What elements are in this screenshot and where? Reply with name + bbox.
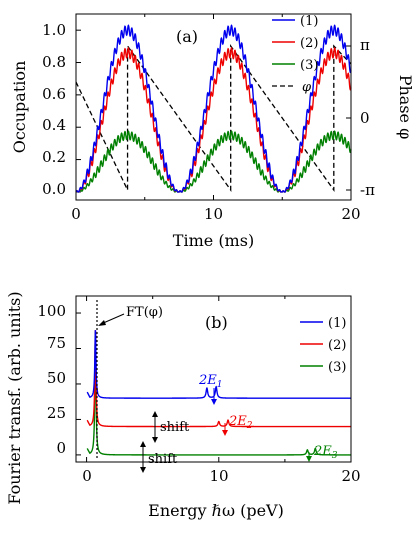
panel-a: 0 10 20 0.0 0.2 0.4 0.6 0.8 1.0 π 0 -π T… [10,13,415,250]
series-1-line [75,24,352,193]
panel-a-ytick-2: 0.4 [42,116,66,134]
panel-a-ytick-0: 0.0 [42,180,66,198]
series-b-3-line [86,333,351,456]
peak-label-2e2: 2E2 [222,414,253,436]
legend-b-label-3: (3) [328,360,346,375]
panel-b-xtick-20: 20 [341,467,360,485]
peak-arrowhead-2e1 [211,399,217,405]
legend-a-label-3: (3) [300,58,318,73]
legend-b-label-2: (2) [328,338,346,353]
shift-arrowhead-1-up [152,411,158,417]
shift-annotation-1: shift [152,411,190,443]
panel-a-frame [75,13,352,201]
panel-a-plot-area [75,24,352,193]
shift-label-1: shift [160,420,190,435]
series-phase-line [75,43,352,193]
panel-a-xtick-0: 0 [71,205,81,223]
legend-a-label-phase: φ [302,80,312,95]
peak-label-sub-2: 2 [246,421,253,431]
series-3-line [75,130,352,193]
panel-b-ytick-25: 25 [47,404,66,422]
peak-label-2e-text: 2E [228,414,247,429]
series-b-2-line [86,330,351,428]
svg-text:2E3: 2E3 [313,444,338,461]
peak-label-sub-3: 3 [332,451,338,461]
peak-label-2e1: 2E1 [198,373,223,405]
svg-text:2E1: 2E1 [198,373,223,390]
shift-arrowhead-1-down [152,437,158,443]
panel-a-y2tick-minus-pi: -π [360,181,375,199]
panel-a-y2tick-pi: π [360,36,370,54]
series-b-1-line [86,330,351,399]
ft-annotation-label: FT(φ) [126,305,163,320]
panel-b-xtick-0: 0 [82,467,92,485]
shift-arrowhead-2-down [140,467,146,473]
peak-label-2e-text: 2E [198,373,217,388]
panel-b-xlabel: Energy ℏω (peV) [148,501,284,520]
panel-b-ytick-50: 50 [47,369,66,387]
panel-a-xtick-20: 20 [341,205,360,223]
panel-b-ytick-100: 100 [37,302,66,320]
shift-label-2: shift [148,452,178,467]
peak-label-sub-1: 1 [217,380,223,390]
peak-label-2e3: 2E3 [306,444,338,462]
shift-annotation-2: shift [140,441,178,473]
panel-a-xlabel: Time (ms) [173,231,254,250]
legend-a-label-2: (2) [300,36,318,51]
svg-text:2E2: 2E2 [228,414,253,431]
shift-arrowhead-2-up [140,441,146,447]
panel-a-xtick-10: 10 [204,205,223,223]
panel-b-legend: (1) (2) (3) [300,316,346,375]
panel-b: 0 10 20 0 25 50 75 100 Energy ℏω (peV) F… [5,291,361,520]
legend-b-label-1: (1) [328,316,346,331]
panel-a-y2label: Phase φ [396,75,415,140]
panel-a-ytick-5: 1.0 [42,21,66,39]
panel-a-ylabel: Occupation [10,61,29,154]
panel-b-frame [75,295,352,463]
panel-a-tag: (a) [176,27,198,46]
panel-b-tag: (b) [205,313,228,332]
legend-a-label-1: (1) [300,14,318,29]
panel-a-ytick-3: 0.6 [42,85,66,103]
panel-a-ytick-4: 0.8 [42,53,66,71]
peak-arrowhead-2e2 [222,430,228,436]
peak-arrowhead-2e3 [306,456,312,462]
panel-b-ytick-0: 0 [56,439,66,457]
series-2-line [75,46,352,193]
panel-b-ylabel: Fourier transf. (arb. units) [5,291,24,504]
panel-b-ytick-75: 75 [47,334,66,352]
panel-b-xtick-10: 10 [209,467,228,485]
panel-b-plot-area [86,300,351,460]
panel-a-y2tick-0: 0 [360,109,370,127]
panel-a-legend: (1) (2) (3) φ [272,14,318,95]
panel-a-ytick-1: 0.2 [42,148,66,166]
ft-annotation-arrowhead [98,320,106,326]
peak-label-2e-text: 2E [313,444,332,459]
